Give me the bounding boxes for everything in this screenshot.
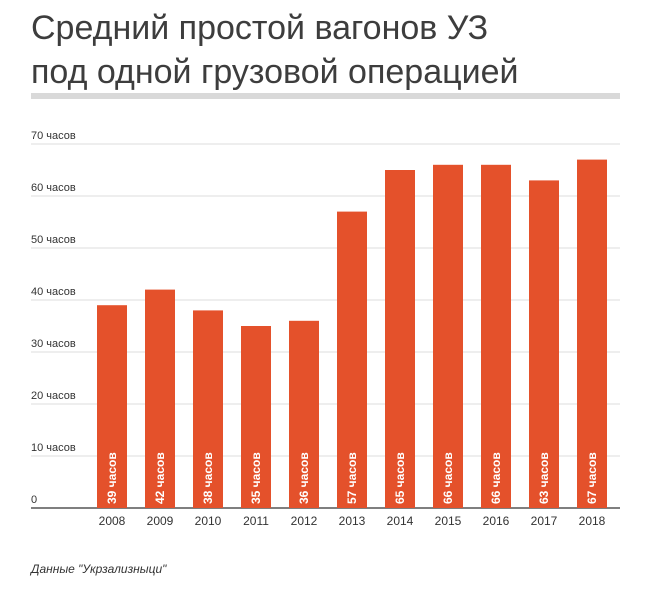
x-tick-label: 2016 [483,514,510,528]
title-divider [31,93,620,99]
y-tick-label: 70 часов [31,130,76,142]
x-tick-label: 2018 [579,514,606,528]
x-tick-label: 2013 [339,514,366,528]
bar [145,289,175,508]
bar [337,211,367,508]
y-tick-label: 50 часов [31,234,76,246]
bar-value-label: 67 часов [585,452,599,504]
bar-value-label: 66 часов [441,452,455,504]
bar-value-label: 63 часов [537,452,551,504]
y-tick-label: 20 часов [31,390,76,402]
chart-title: Средний простой вагонов УЗ под одной гру… [31,6,631,94]
y-tick-label: 10 часов [31,442,76,454]
bar-value-label: 42 часов [153,452,167,504]
y-tick-label: 60 часов [31,182,76,194]
bar-value-label: 38 часов [201,452,215,504]
bar-value-label: 57 часов [345,452,359,504]
x-tick-label: 2017 [531,514,558,528]
bar-value-label: 39 часов [105,452,119,504]
bar-value-label: 65 часов [393,452,407,504]
source-note: Данные "Укрзализныци" [31,562,167,576]
y-tick-label: 0 [31,494,37,506]
bar [529,180,559,508]
x-tick-label: 2012 [291,514,318,528]
bar [481,164,511,509]
chart-title-line-1: Средний простой вагонов УЗ [31,9,489,47]
y-tick-label: 40 часов [31,286,76,298]
bar [289,320,319,508]
bar [385,170,415,508]
x-tick-label: 2010 [195,514,222,528]
x-tick-label: 2011 [243,514,269,528]
x-tick-label: 2014 [387,514,414,528]
bar [433,164,463,509]
bar-value-label: 66 часов [489,452,503,504]
bar [577,159,607,508]
x-tick-label: 2009 [147,514,174,528]
chart-title-line-2: под одной грузовой операцией [31,53,519,91]
x-tick-label: 2015 [435,514,462,528]
x-tick-label: 2008 [99,514,126,528]
bar [193,310,223,508]
bar-value-label: 36 часов [297,452,311,504]
bar-value-label: 35 часов [249,452,263,504]
bar [241,326,271,508]
y-tick-label: 30 часов [31,338,76,350]
bar-chart: 0 10 часов 20 часов 30 часов 40 часов 50 часо… [31,130,620,528]
bar [97,305,127,508]
